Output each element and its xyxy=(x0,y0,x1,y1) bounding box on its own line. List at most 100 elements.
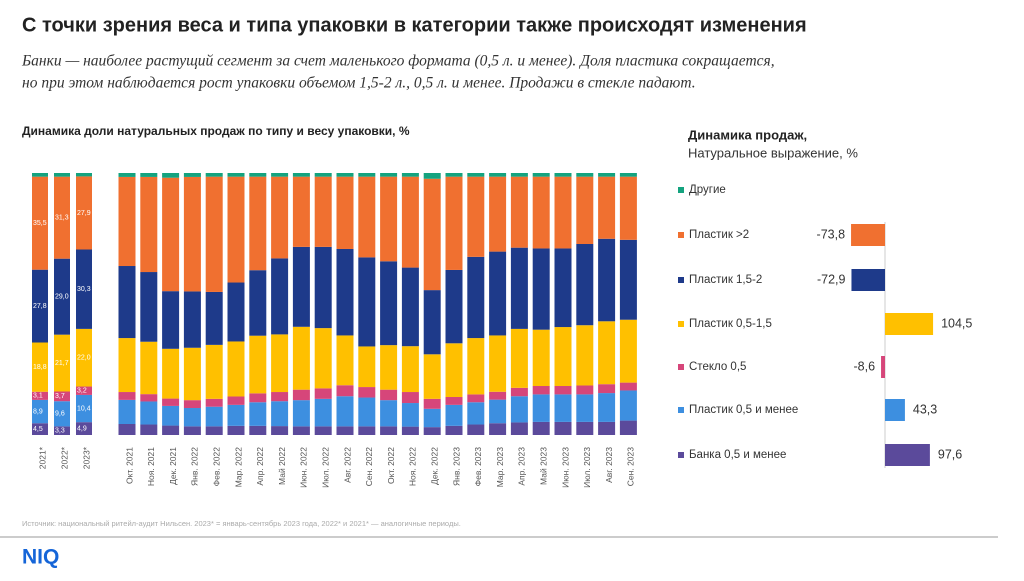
bar-segment xyxy=(358,346,376,388)
value-label: 3,7 xyxy=(55,393,65,400)
bar-segment xyxy=(54,401,70,427)
x-tick-label: Мар. 2022 xyxy=(233,447,243,488)
bar-segment xyxy=(118,392,136,400)
bar-segment xyxy=(54,426,70,435)
bar-segment xyxy=(183,291,201,348)
bar-segment xyxy=(445,176,463,270)
x-tick-label: Фев. 2022 xyxy=(211,447,221,487)
bar-segment xyxy=(205,426,223,435)
bar-segment xyxy=(576,325,594,386)
bar-segment xyxy=(423,398,441,409)
bar-segment xyxy=(336,426,354,435)
value-label: 27,8 xyxy=(33,303,47,310)
bar-segment xyxy=(576,244,594,326)
value-label: -8,6 xyxy=(853,359,875,373)
bar-segment xyxy=(314,398,332,427)
x-tick-label: Дек. 2022 xyxy=(429,447,439,485)
bar-segment xyxy=(292,426,310,435)
x-tick-label: Сен. 2022 xyxy=(364,447,374,486)
bar-segment xyxy=(271,426,289,435)
bar-segment xyxy=(76,422,92,435)
bar-segment xyxy=(554,386,572,395)
bar-segment xyxy=(489,176,507,252)
legend-marker xyxy=(678,232,684,238)
bar-segment xyxy=(576,176,594,245)
category-label: Пластик 0,5 и менее xyxy=(689,404,798,416)
value-label: -73,8 xyxy=(817,227,846,241)
bar-segment xyxy=(183,176,201,292)
bar-segment xyxy=(227,282,245,342)
chart-title: Динамика продаж, xyxy=(688,127,807,142)
value-label: 8,9 xyxy=(33,408,43,415)
bar-segment xyxy=(227,341,245,397)
bar-segment xyxy=(510,173,528,177)
bar-segment xyxy=(619,173,637,177)
bar-segment xyxy=(358,176,376,258)
bar-segment xyxy=(510,328,528,388)
bar xyxy=(881,356,885,378)
legend-marker xyxy=(678,452,684,458)
legend-marker xyxy=(678,187,684,193)
x-tick-label: 2023* xyxy=(81,446,91,469)
bar-segment xyxy=(489,173,507,177)
bar-segment xyxy=(532,421,550,435)
bar-segment xyxy=(118,399,136,424)
bar-segment xyxy=(336,248,354,336)
bar-segment xyxy=(423,178,441,291)
x-tick-label: Май 2022 xyxy=(277,447,287,485)
bar-segment xyxy=(445,173,463,177)
bar-segment xyxy=(249,402,267,426)
bar-segment xyxy=(401,403,419,427)
bar-segment xyxy=(118,266,136,339)
bar-segment xyxy=(445,425,463,435)
x-tick-label: Окт. 2022 xyxy=(386,447,396,484)
bar-segment xyxy=(380,426,398,435)
bar-segment xyxy=(292,326,310,390)
bar-segment xyxy=(380,400,398,427)
bar-segment xyxy=(32,176,48,270)
bar-segment xyxy=(32,423,48,435)
x-tick-label: Июл. 2023 xyxy=(582,447,592,488)
bar-segment xyxy=(510,247,528,329)
bar-segment xyxy=(162,425,180,435)
bar-segment xyxy=(183,400,201,409)
bar-segment xyxy=(118,176,136,267)
bar-segment xyxy=(467,256,485,339)
bar-segment xyxy=(118,173,136,177)
bar-segment xyxy=(140,173,158,177)
x-tick-label: Июн. 2022 xyxy=(299,447,309,488)
bar-segment xyxy=(445,269,463,344)
x-tick-label: Авг. 2022 xyxy=(342,447,352,483)
bar-segment xyxy=(423,408,441,428)
bar-segment xyxy=(249,173,267,177)
bar-segment xyxy=(205,291,223,345)
bar-segment xyxy=(510,422,528,435)
bar-segment xyxy=(249,270,267,336)
bar-segment xyxy=(445,343,463,398)
bar-segment xyxy=(227,176,245,283)
slide-title: С точки зрения веса и типа упаковки в ка… xyxy=(22,14,807,36)
bar-segment xyxy=(401,173,419,177)
legend-marker xyxy=(678,407,684,413)
bar-segment xyxy=(489,391,507,400)
category-label: Пластик >2 xyxy=(689,229,749,241)
bar-segment xyxy=(401,267,419,347)
bar-segment xyxy=(140,272,158,342)
bar-segment xyxy=(576,394,594,422)
bar-segment xyxy=(76,394,92,423)
bar-segment xyxy=(380,176,398,262)
bar-segment xyxy=(227,173,245,177)
value-label: 9,6 xyxy=(55,411,65,418)
bar-segment xyxy=(445,404,463,426)
x-tick-label: Ноя. 2022 xyxy=(408,447,418,486)
value-label: 21,7 xyxy=(55,360,69,367)
bar-segment xyxy=(227,396,245,405)
bar xyxy=(851,224,885,246)
value-label: 22,0 xyxy=(77,355,91,362)
bar-segment xyxy=(336,176,354,249)
bar-segment xyxy=(619,239,637,320)
bar-segment xyxy=(358,426,376,435)
bar-segment xyxy=(554,394,572,422)
bar-segment xyxy=(162,348,180,399)
x-tick-label: Ноя. 2021 xyxy=(146,447,156,486)
